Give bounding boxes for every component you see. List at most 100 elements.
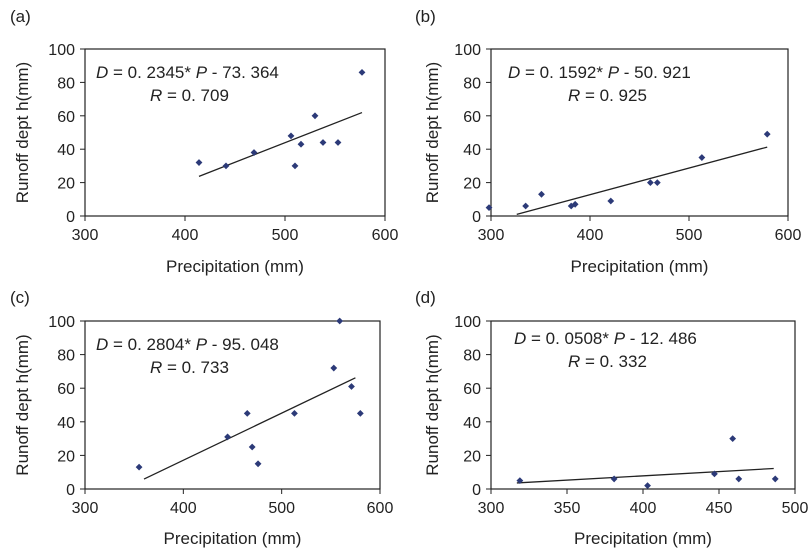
data-point — [771, 475, 779, 483]
y-tick-label: 100 — [48, 42, 75, 59]
x-tick-label: 400 — [630, 500, 657, 517]
y-tick-label: 0 — [66, 482, 75, 499]
x-tick-label: 400 — [577, 227, 604, 244]
correlation-coefficient: R = 0. 733 — [150, 358, 229, 377]
y-axis-label: Runoff dept h(mm) — [423, 62, 442, 203]
y-tick-label: 80 — [57, 348, 75, 365]
y-tick-label: 80 — [463, 348, 481, 365]
data-point — [330, 364, 338, 372]
data-point — [243, 410, 251, 417]
data-point — [607, 197, 615, 205]
y-tick-label: 0 — [472, 209, 481, 226]
x-tick-label: 500 — [268, 500, 295, 517]
x-tick-label: 300 — [478, 227, 505, 244]
data-point — [522, 202, 530, 210]
regression-equation: D = 0. 2345* P - 73. 364 — [96, 63, 279, 82]
y-tick-label: 100 — [48, 314, 75, 331]
y-tick-label: 40 — [57, 142, 75, 159]
y-tick-label: 100 — [454, 314, 481, 331]
correlation-coefficient: R = 0. 332 — [568, 352, 647, 371]
chart-panel-3: (c) 0 20 40 60 80 100 300 400 500 600 Precipitation… — [10, 288, 393, 548]
data-point — [516, 477, 524, 484]
y-axis-label: Runoff dept h(mm) — [423, 334, 442, 475]
regression-equation: D = 0. 2804* P - 95. 048 — [96, 335, 279, 354]
data-point — [250, 149, 258, 156]
x-axis-label: Precipitation (mm) — [571, 257, 709, 276]
y-tick-label: 0 — [472, 482, 481, 499]
chart-panel-1: (a) 0 20 40 60 80 100 300 400 500 600 Precipitation… — [10, 7, 398, 276]
x-axis-label: Precipitation (mm) — [164, 529, 302, 548]
correlation-coefficient: R = 0. 709 — [150, 86, 229, 105]
y-tick-label: 0 — [66, 209, 75, 226]
y-tick-label: 60 — [57, 109, 75, 126]
data-point — [735, 475, 743, 483]
y-tick-label: 100 — [454, 42, 481, 59]
data-point — [254, 460, 262, 468]
y-tick-label: 60 — [463, 381, 481, 398]
regression-line — [516, 146, 768, 215]
plot-frame — [84, 320, 381, 490]
x-tick-label: 300 — [72, 227, 99, 244]
x-axis-label: Precipitation (mm) — [166, 257, 304, 276]
data-point — [653, 179, 661, 186]
panel-label: (c) — [10, 288, 30, 307]
chart-panel-2: (b) 0 20 40 60 80 100 300 400 500 600 Precipitation… — [415, 7, 801, 276]
y-tick-label: 80 — [463, 75, 481, 92]
data-point — [287, 132, 295, 140]
chart-panel-4: (d) 0 20 40 60 80 100 300 350 400 450 500 Precipitat… — [415, 288, 808, 548]
y-tick-label: 20 — [463, 176, 481, 193]
data-point — [610, 475, 618, 483]
x-tick-label: 450 — [706, 500, 733, 517]
data-point — [644, 482, 651, 490]
data-point — [356, 410, 364, 417]
regression-line — [143, 377, 356, 480]
x-tick-label: 600 — [372, 227, 399, 244]
data-point — [358, 68, 366, 76]
panel-label: (b) — [415, 7, 436, 26]
y-tick-label: 40 — [463, 142, 481, 159]
x-tick-label: 400 — [172, 227, 199, 244]
y-tick-label: 20 — [57, 448, 75, 465]
panel-label: (a) — [10, 7, 31, 26]
data-point — [224, 433, 231, 441]
y-axis-label: Runoff dept h(mm) — [13, 62, 32, 203]
correlation-coefficient: R = 0. 925 — [568, 86, 647, 105]
data-point — [698, 154, 706, 161]
data-point — [291, 162, 299, 170]
x-tick-label: 300 — [72, 500, 99, 517]
y-tick-label: 20 — [463, 448, 481, 465]
data-point — [248, 443, 256, 451]
y-tick-label: 80 — [57, 75, 75, 92]
y-axis-label: Runoff dept h(mm) — [13, 334, 32, 475]
x-tick-label: 500 — [782, 500, 809, 517]
x-tick-label: 400 — [170, 500, 197, 517]
x-tick-label: 600 — [367, 500, 394, 517]
data-point — [291, 410, 298, 417]
regression-line — [516, 467, 774, 484]
data-point — [297, 140, 305, 148]
plot-frame — [84, 48, 386, 217]
data-point — [729, 435, 737, 442]
data-point — [711, 470, 718, 478]
regression-equation: D = 0. 0508* P - 12. 486 — [514, 329, 697, 348]
y-tick-label: 40 — [463, 415, 481, 432]
data-point — [195, 159, 203, 166]
x-tick-label: 500 — [272, 227, 299, 244]
data-point — [222, 162, 230, 170]
data-point — [646, 179, 654, 186]
y-tick-label: 40 — [57, 415, 75, 432]
data-point — [485, 204, 493, 212]
y-tick-label: 60 — [463, 109, 481, 126]
x-tick-label: 500 — [676, 227, 703, 244]
regression-equation: D = 0. 1592* P - 50. 921 — [508, 63, 691, 82]
plot-frame — [490, 48, 789, 217]
x-tick-label: 300 — [478, 500, 505, 517]
x-axis-label: Precipitation (mm) — [574, 529, 712, 548]
x-tick-label: 350 — [554, 500, 581, 517]
data-point — [348, 383, 355, 390]
data-point — [135, 463, 143, 471]
data-point — [571, 200, 579, 208]
data-point — [311, 112, 319, 120]
data-point — [538, 190, 545, 198]
